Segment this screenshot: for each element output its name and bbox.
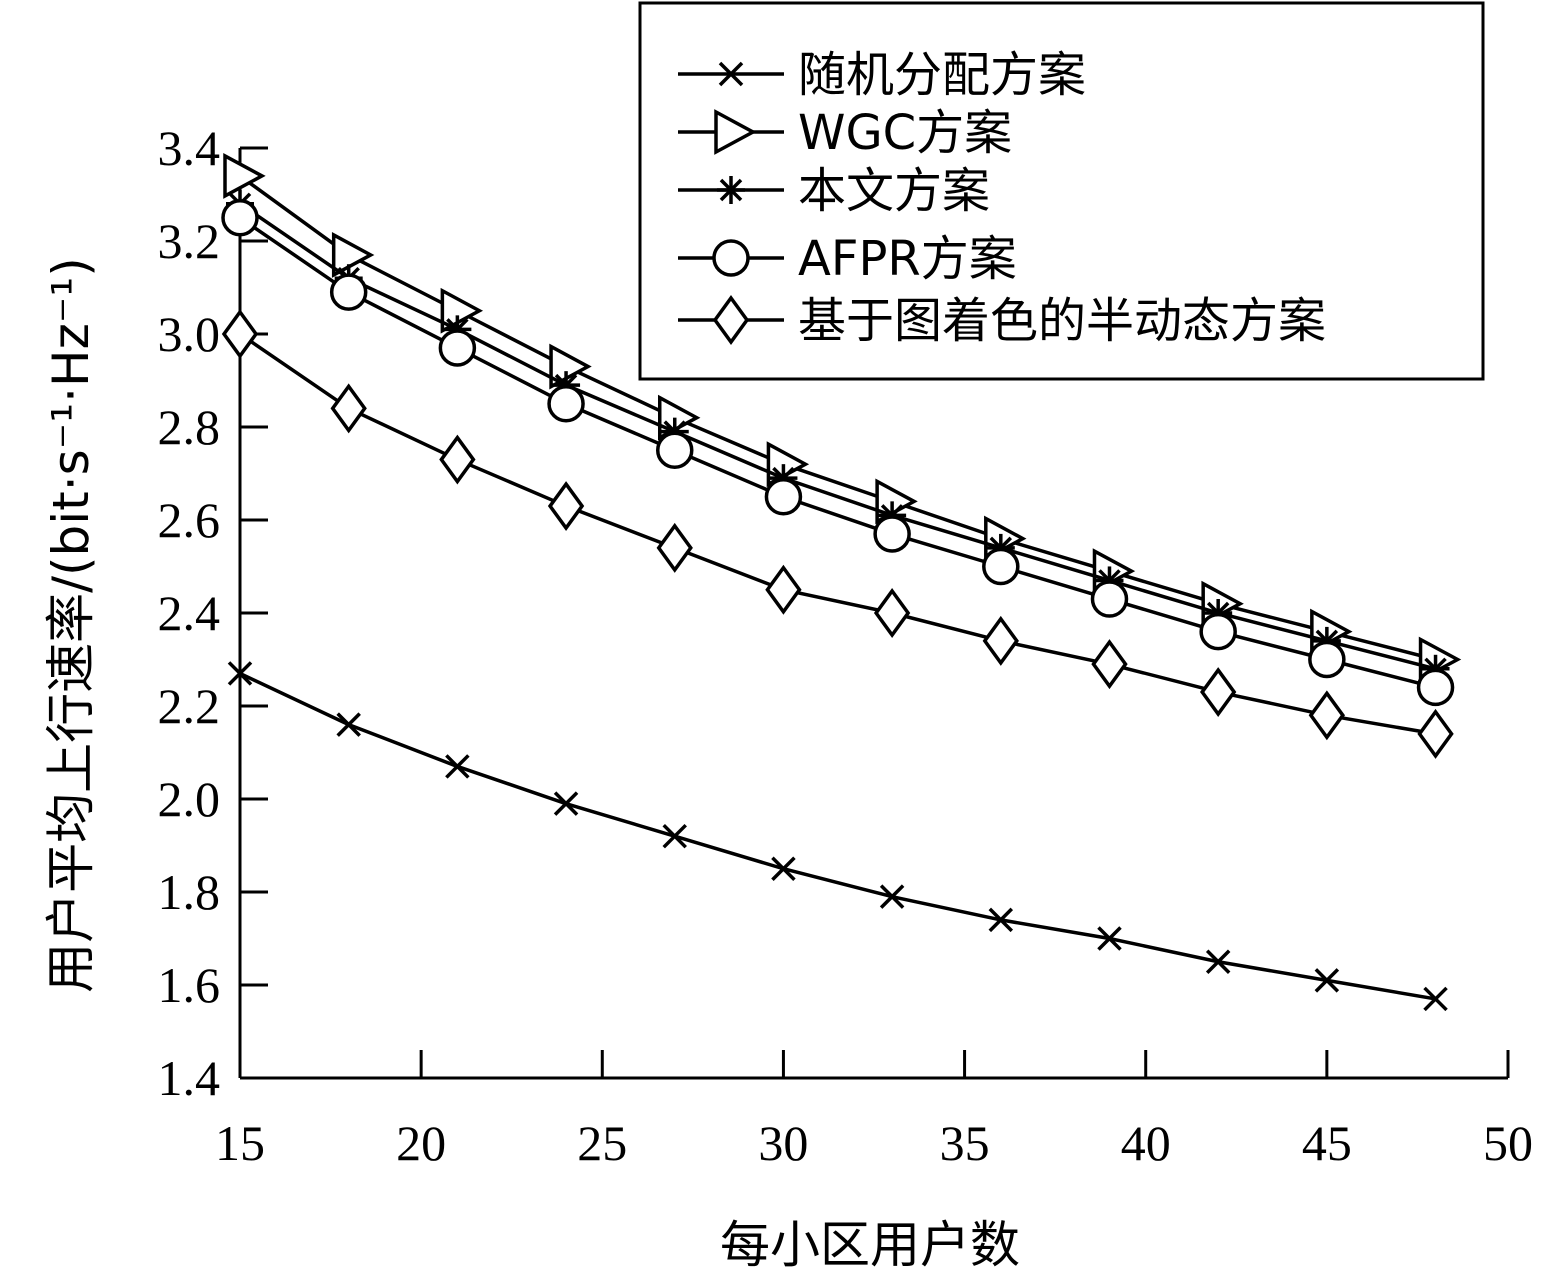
legend-item: AFPR方案 xyxy=(678,231,1017,287)
legend-label: AFPR方案 xyxy=(798,231,1017,287)
x-tick-label: 50 xyxy=(1483,1115,1533,1171)
data-point xyxy=(1097,926,1122,951)
data-point xyxy=(547,385,585,423)
series xyxy=(227,661,1448,1012)
legend-marker xyxy=(718,61,744,87)
data-point xyxy=(440,287,484,334)
data-point xyxy=(553,791,579,816)
x-tick-label: 35 xyxy=(940,1115,990,1171)
data-point xyxy=(656,522,693,573)
x-axis-title: 每小区用户数 xyxy=(720,1216,1020,1274)
y-tick-label: 2.2 xyxy=(158,678,221,734)
legend-marker xyxy=(717,176,745,204)
legend-label: WGC方案 xyxy=(798,105,1012,161)
x-tick-label: 30 xyxy=(758,1115,808,1171)
data-point xyxy=(1200,667,1237,718)
y-tick-label: 2.6 xyxy=(158,492,221,548)
data-point xyxy=(227,661,253,686)
data-point xyxy=(765,564,802,615)
data-point xyxy=(330,383,367,434)
y-tick-label: 2.8 xyxy=(158,399,221,455)
legend-marker xyxy=(712,295,750,345)
y-tick-label: 3.2 xyxy=(158,213,221,269)
data-point xyxy=(221,309,259,359)
x-tick-label: 15 xyxy=(215,1115,265,1171)
data-point xyxy=(1308,640,1346,679)
data-point xyxy=(1417,708,1454,759)
data-point xyxy=(873,588,911,638)
legend-marker xyxy=(714,109,757,155)
data-point xyxy=(771,856,796,881)
data-point xyxy=(982,547,1020,586)
series xyxy=(221,199,1455,707)
legend-item: 基于图着色的半动态方案 xyxy=(678,293,1326,349)
data-point xyxy=(1314,968,1340,993)
series xyxy=(221,309,1454,759)
data-point xyxy=(1423,986,1448,1012)
y-tick-label: 2.0 xyxy=(158,771,221,827)
y-tick-label: 3.0 xyxy=(158,306,221,362)
legend-item: 随机分配方案 xyxy=(678,47,1086,103)
data-point xyxy=(1416,668,1455,707)
y-tick-label: 1.4 xyxy=(158,1050,221,1106)
data-point xyxy=(445,754,470,779)
data-point xyxy=(1199,612,1237,651)
data-point xyxy=(221,199,259,237)
x-tick-label: 45 xyxy=(1302,1115,1352,1171)
data-point xyxy=(547,481,585,532)
legend-marker xyxy=(712,239,750,277)
legend-item: 本文方案 xyxy=(678,163,990,219)
data-point xyxy=(982,615,1019,666)
series-line xyxy=(238,174,1436,662)
data-point xyxy=(549,343,592,390)
y-tick-label: 3.4 xyxy=(158,120,221,176)
data-point xyxy=(329,273,368,311)
series-line xyxy=(239,332,1436,736)
y-axis-title: 用户平均上行速率/(bit·s⁻¹·Hz⁻¹) xyxy=(42,257,100,993)
series-line xyxy=(239,671,1436,1001)
legend-label: 随机分配方案 xyxy=(798,47,1086,103)
y-tick-label: 2.4 xyxy=(158,585,221,641)
legend-label: 本文方案 xyxy=(798,163,990,219)
data-point xyxy=(879,884,905,909)
y-tick-label: 1.8 xyxy=(158,864,221,920)
data-point xyxy=(223,152,266,199)
data-point xyxy=(336,712,361,737)
data-point xyxy=(655,431,694,469)
data-point xyxy=(1090,580,1129,618)
data-point xyxy=(1091,639,1128,690)
data-point xyxy=(662,823,687,849)
x-tick-label: 25 xyxy=(577,1115,627,1171)
data-point xyxy=(1308,690,1346,741)
data-point xyxy=(438,329,477,367)
ticks: 15 20 25 30 35 40 45 50 1.4 1.6 1.8 2.0 2.2 2.4 2.6 2.8… xyxy=(158,120,1534,1171)
data-point xyxy=(439,434,476,485)
x-tick-label: 20 xyxy=(396,1115,446,1171)
data-point xyxy=(1205,949,1231,974)
data-point xyxy=(873,515,911,553)
data-point xyxy=(988,907,1014,933)
legend-label: 基于图着色的半动态方案 xyxy=(798,293,1326,349)
legend-item: WGC方案 xyxy=(678,105,1012,161)
series-layer xyxy=(221,152,1462,1012)
data-point xyxy=(764,478,803,516)
data-point xyxy=(331,232,375,278)
series-line xyxy=(239,202,1436,671)
y-tick-label: 1.6 xyxy=(158,957,221,1013)
x-tick-label: 40 xyxy=(1121,1115,1171,1171)
